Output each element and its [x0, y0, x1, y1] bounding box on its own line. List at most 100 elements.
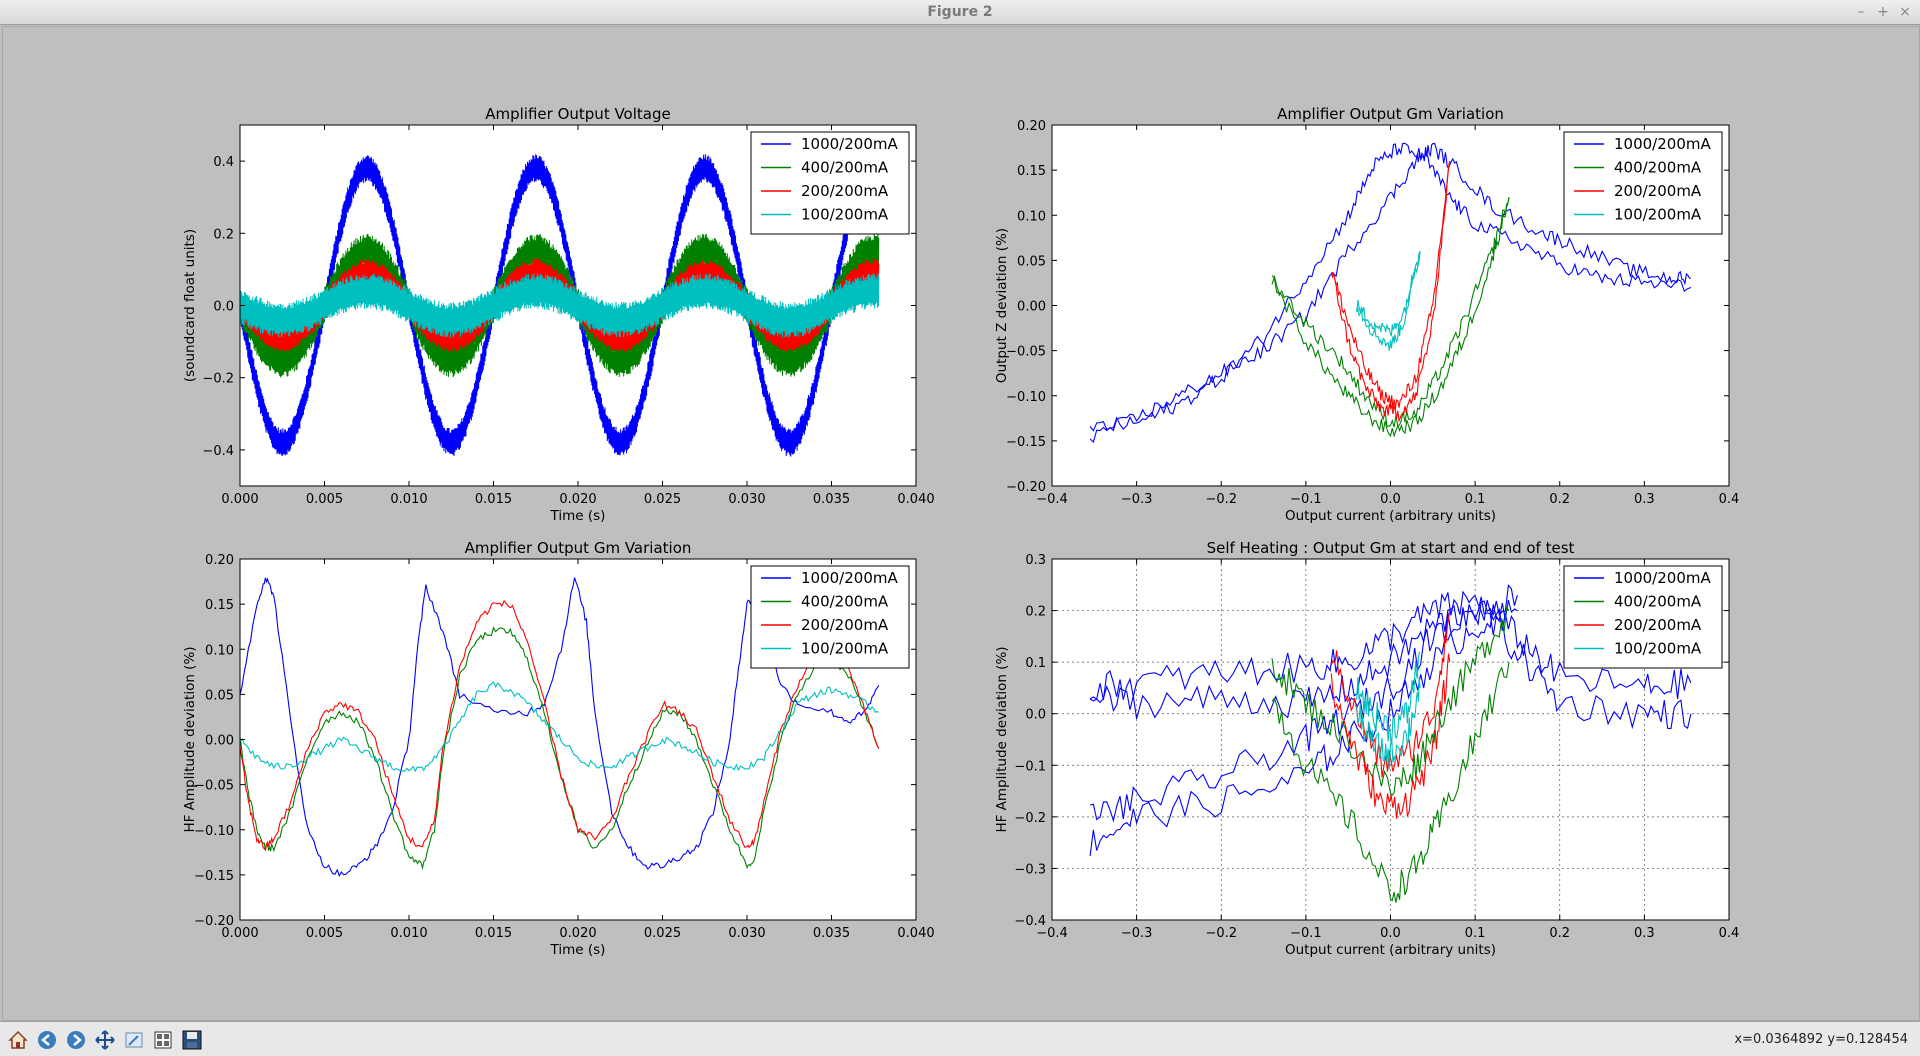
y-tick-label: −0.1: [1014, 759, 1046, 774]
series-line: [1356, 651, 1421, 743]
y-tick-label: −0.10: [1006, 390, 1046, 405]
series-line: [240, 154, 880, 457]
legend: 1000/200mA 400/200mA 200/200mA 100/200mA: [750, 131, 910, 235]
pan-button[interactable]: [91, 1026, 119, 1054]
x-axis-label: Output current (arbitrary units): [1285, 942, 1496, 958]
series-line: [240, 680, 880, 773]
legend: 1000/200mA 400/200mA 200/200mA 100/200mA: [750, 565, 910, 669]
chart-title: Amplifier Output Gm Variation: [465, 539, 692, 557]
y-axis-label: HF Amplitude deviation (%): [994, 646, 1010, 832]
y-tick-label: −0.20: [194, 914, 234, 929]
series-line: [240, 599, 880, 851]
x-tick-label: 0.005: [306, 926, 343, 941]
y-tick-label: −0.05: [194, 779, 234, 794]
y-tick-label: −0.2: [202, 372, 234, 387]
chart-title: Amplifier Output Gm Variation: [1277, 105, 1504, 123]
y-tick-label: −0.20: [1006, 480, 1046, 495]
x-tick-label: −0.3: [1121, 926, 1153, 941]
close-button[interactable]: ×: [1899, 4, 1911, 20]
y-tick-label: 0.15: [1017, 164, 1046, 179]
legend-label: 400/200mA: [801, 593, 889, 611]
legend-label: 200/200mA: [801, 616, 889, 634]
x-tick-label: 0.000: [221, 926, 258, 941]
zoom-button[interactable]: [120, 1026, 148, 1054]
y-tick-label: 0.0: [213, 300, 234, 315]
home-button[interactable]: [4, 1026, 32, 1054]
y-tick-label: 0.3: [1025, 553, 1046, 568]
x-tick-label: 0.1: [1465, 492, 1486, 507]
x-tick-label: −0.4: [1036, 926, 1068, 941]
x-tick-label: 0.015: [475, 926, 512, 941]
y-tick-label: 0.05: [205, 688, 234, 703]
x-tick-label: −0.1: [1290, 492, 1322, 507]
back-button[interactable]: [33, 1026, 61, 1054]
legend-label: 400/200mA: [1614, 593, 1702, 611]
series-line: [1089, 590, 1692, 701]
subplots-icon: [154, 1031, 172, 1049]
y-tick-label: 0.20: [205, 553, 234, 568]
x-tick-label: 0.025: [644, 926, 681, 941]
figure-canvas[interactable]: 0.000 0.005 0.010 0.015 0.020 0.025 0.030 0.035…: [2, 26, 1920, 1021]
y-axis-label: Output Z deviation (%): [994, 228, 1010, 383]
x-tick-label: 0.040: [897, 492, 934, 507]
x-tick-label: 0.3: [1634, 492, 1655, 507]
maximize-button[interactable]: +: [1877, 4, 1889, 20]
chart-1: 0.000 0.005 0.010 0.015 0.020 0.025 0.030 0.035…: [182, 105, 935, 524]
y-tick-label: −0.10: [194, 824, 234, 839]
legend: 1000/200mA 400/200mA 200/200mA 100/200mA: [1563, 565, 1723, 669]
x-tick-label: 0.3: [1634, 926, 1655, 941]
legend-label: 100/200mA: [1614, 640, 1702, 658]
back-arrow-icon: [38, 1031, 56, 1049]
series-line: [1271, 197, 1510, 428]
chart-2: −0.4 −0.3 −0.2 −0.1 0.0 0.1 0.2 0.3 0.4 −0.20 −0.1…: [994, 105, 1739, 524]
y-tick-label: −0.2: [1014, 811, 1046, 826]
window-titlebar[interactable]: Figure 2 – + ×: [0, 0, 1920, 25]
navigation-toolbar: x=0.0364892 y=0.128454: [0, 1021, 1920, 1056]
series-line: [1089, 142, 1692, 432]
y-tick-label: −0.4: [202, 444, 234, 459]
x-tick-label: 0.030: [728, 492, 765, 507]
series-line: [1271, 197, 1510, 438]
x-tick-label: 0.000: [221, 492, 258, 507]
save-icon: [182, 1030, 202, 1050]
y-tick-label: 0.05: [1017, 254, 1046, 269]
series-line: [1089, 142, 1692, 444]
legend-label: 400/200mA: [1614, 159, 1702, 177]
series-line: [240, 233, 880, 378]
figure-plots: 0.000 0.005 0.010 0.015 0.020 0.025 0.030 0.035…: [182, 105, 1739, 958]
x-tick-label: 0.025: [644, 492, 681, 507]
x-tick-label: −0.2: [1205, 926, 1237, 941]
y-tick-label: −0.4: [1014, 914, 1046, 929]
series-line: [1356, 251, 1421, 351]
series-line: [1271, 662, 1510, 903]
x-tick-label: 0.015: [475, 492, 512, 507]
series-line: [1330, 610, 1451, 778]
y-tick-label: 0.10: [1017, 209, 1046, 224]
x-tick-label: 0.030: [728, 926, 765, 941]
chart-title: Amplifier Output Voltage: [485, 105, 670, 123]
forward-button[interactable]: [62, 1026, 90, 1054]
y-tick-label: −0.05: [1006, 345, 1046, 360]
series-line: [240, 626, 880, 870]
save-button[interactable]: [178, 1026, 206, 1054]
zoom-icon: [125, 1032, 143, 1048]
legend-label: 100/200mA: [801, 206, 889, 224]
legend-label: 100/200mA: [1614, 206, 1702, 224]
y-tick-label: 0.10: [205, 643, 234, 658]
series-line: [1331, 161, 1451, 423]
y-tick-label: 0.2: [213, 227, 234, 242]
forward-arrow-icon: [67, 1031, 85, 1049]
minimize-button[interactable]: –: [1857, 4, 1865, 20]
y-tick-label: −0.15: [194, 869, 234, 884]
series-line: [1089, 599, 1518, 857]
window-title: Figure 2: [927, 4, 993, 20]
x-axis-label: Output current (arbitrary units): [1285, 508, 1496, 524]
subplots-button[interactable]: [149, 1026, 177, 1054]
y-tick-label: 0.00: [1017, 300, 1046, 315]
x-tick-label: −0.3: [1121, 492, 1153, 507]
series-line: [1330, 653, 1451, 819]
series-line: [1356, 677, 1421, 770]
y-tick-label: 0.1: [1025, 656, 1046, 671]
x-tick-label: 0.035: [813, 492, 850, 507]
y-tick-label: −0.3: [1014, 862, 1046, 877]
